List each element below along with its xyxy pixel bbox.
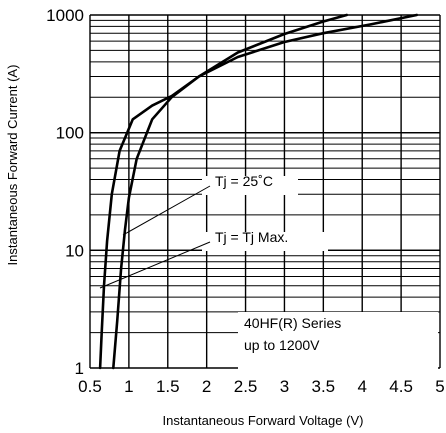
annotations: Tj = 25˚C Tj = Tj Max. 40HF(R) Series up to… — [99, 173, 438, 374]
x-tick-label: 3 — [280, 377, 289, 396]
x-axis-label: Instantaneous Forward Voltage (V) — [163, 413, 364, 428]
annotation-label: Tj = Tj Max. — [215, 229, 288, 245]
x-tick-label: 1.5 — [156, 377, 180, 396]
y-tick-label: 10 — [65, 241, 84, 260]
x-tick-label: 4 — [357, 377, 366, 396]
series-curve-1 — [112, 13, 418, 370]
y-tick-label: 100 — [56, 124, 84, 143]
annotation-background — [238, 312, 438, 374]
curves — [98, 13, 418, 370]
x-tick-label: 5 — [435, 377, 444, 396]
annotation-leader-line — [122, 185, 211, 236]
x-tick-label: 0.5 — [78, 377, 102, 396]
x-tick-label: 2.5 — [234, 377, 258, 396]
series-curve-2 — [98, 13, 348, 370]
annotation-background — [202, 232, 328, 251]
x-tick-label: 4.5 — [389, 377, 413, 396]
x-tick-label: 3.5 — [312, 377, 336, 396]
annotation-label: Tj = 25˚C — [215, 173, 273, 189]
grid — [89, 14, 441, 369]
y-tick-label: 1 — [75, 359, 84, 378]
y-tick-label: 1000 — [46, 6, 84, 25]
y-axis-label: Instantaneous Forward Current (A) — [5, 65, 20, 266]
annotation-background — [202, 176, 298, 195]
annotation-leader-line — [99, 241, 211, 289]
annotation-label: up to 1200V — [244, 337, 320, 353]
annotation-label: 40HF(R) Series — [244, 315, 341, 331]
x-tick-label: 2 — [202, 377, 211, 396]
x-tick-label: 1 — [124, 377, 133, 396]
